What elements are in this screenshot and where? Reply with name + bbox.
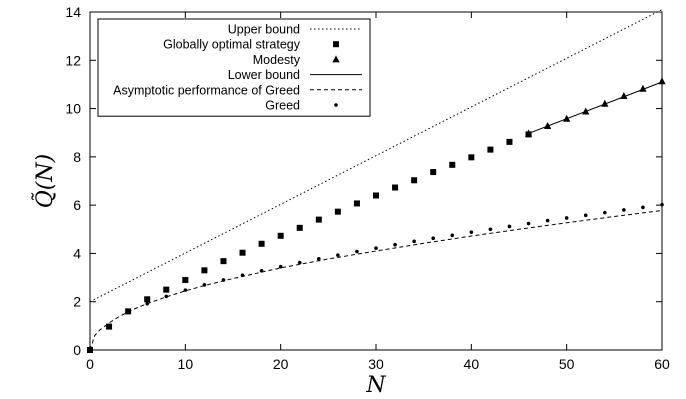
legend-greed-label: Greed	[265, 99, 300, 113]
series-globally-optimal-strategy-point	[411, 177, 418, 184]
series-globally-optimal-strategy-point	[334, 208, 341, 215]
legend-globally-optimal-strategy-label: Globally optimal strategy	[163, 38, 301, 52]
series-greed-point	[622, 208, 626, 212]
series-greed-point	[126, 310, 130, 315]
legend-asymptotic-performance-of-greed-label: Asymptotic performance of Greed	[113, 83, 300, 97]
x-tick-label: 30	[368, 356, 384, 372]
series-globally-optimal-strategy-point	[163, 286, 170, 293]
y-axis-label: Q̃(N)	[32, 154, 58, 208]
series-greed-point	[297, 260, 302, 265]
series-globally-optimal-strategy-point	[220, 258, 227, 265]
y-tick-label: 0	[73, 342, 81, 358]
x-tick-label: 20	[273, 356, 289, 372]
y-tick-label: 12	[65, 52, 81, 68]
series-globally-optimal-strategy-point	[487, 146, 494, 153]
series-greed-point	[107, 324, 111, 328]
series-lower-bound-line	[528, 81, 663, 134]
series-greed-point	[526, 221, 531, 226]
series-globally-optimal-strategy-point	[392, 184, 399, 191]
y-tick-label: 8	[73, 149, 81, 165]
series-greed-point	[317, 256, 321, 261]
legend-lower-bound-label: Lower bound	[228, 68, 300, 82]
series-globally-optimal-strategy-point	[506, 138, 513, 145]
series-globally-optimal-strategy-point	[239, 249, 246, 256]
series-greed-point	[374, 246, 378, 250]
x-tick-label: 0	[86, 356, 94, 372]
series-globally-optimal-strategy-point	[430, 169, 437, 176]
x-tick-label: 60	[654, 356, 670, 372]
series-greed-point	[202, 283, 207, 287]
series-greed-point	[221, 278, 226, 282]
x-tick-label: 10	[178, 356, 194, 372]
series-greed-point	[355, 249, 359, 254]
legend-modesty-swatch	[332, 55, 340, 63]
legend-greed-swatch	[334, 103, 338, 107]
series-greed-point	[259, 269, 264, 273]
legend-upper-bound-label: Upper bound	[228, 23, 300, 37]
x-tick-label: 50	[559, 356, 575, 372]
series-globally-optimal-strategy-point	[258, 240, 265, 247]
series-greed-point	[450, 233, 455, 238]
series-greed-point	[545, 218, 550, 223]
y-tick-label: 14	[65, 4, 81, 20]
series-globally-optimal-strategy-point	[201, 267, 208, 274]
series-greed-point	[393, 242, 397, 247]
series-greed-point	[564, 216, 569, 220]
plot-layer	[87, 9, 666, 353]
series-upper-bound-line	[89, 9, 663, 303]
series-greed-point	[183, 288, 188, 292]
legend-modesty-label: Modesty	[253, 53, 301, 67]
y-tick-label: 2	[73, 294, 81, 310]
y-tick-label: 4	[73, 245, 81, 261]
x-axis-label: N	[365, 373, 386, 398]
series-globally-optimal-strategy-point	[277, 232, 284, 239]
legend-globally-optimal-strategy-swatch	[333, 41, 339, 48]
series-greed-point	[278, 264, 283, 269]
series-greed-point	[641, 205, 645, 210]
series-greed-point	[164, 294, 169, 299]
series-globally-optimal-strategy-point	[373, 192, 379, 199]
series-greed-point	[603, 210, 607, 215]
y-tick-label: 6	[73, 197, 81, 213]
series-greed-point	[336, 253, 340, 257]
series-globally-optimal-strategy-point	[315, 216, 322, 223]
series-globally-optimal-strategy-point	[468, 154, 475, 161]
legend-box	[97, 18, 371, 117]
axes-layer: 0 10 20 30 40 50 60 0 2 4 6 8 10 12 14	[65, 4, 670, 372]
series-globally-optimal-strategy-point	[182, 276, 189, 283]
series-globally-optimal-strategy-point	[449, 161, 456, 168]
y-tick-label: 10	[65, 101, 81, 117]
series-greed-point	[412, 239, 416, 244]
series-globally-optimal-strategy-point	[144, 296, 151, 303]
series-greed-point	[583, 213, 588, 218]
series-greed-point	[240, 273, 245, 277]
series-greed-point	[431, 236, 436, 241]
series-greed-point	[488, 227, 493, 232]
series-greed-point	[469, 230, 474, 234]
series-greed-point	[145, 301, 149, 306]
series-greed-point	[507, 224, 512, 229]
series-asymptotic-performance-of-greed-line	[89, 209, 663, 351]
series-globally-optimal-strategy-point	[353, 200, 360, 207]
x-tick-label: 40	[464, 356, 480, 372]
series-globally-optimal-strategy-point	[296, 224, 303, 231]
